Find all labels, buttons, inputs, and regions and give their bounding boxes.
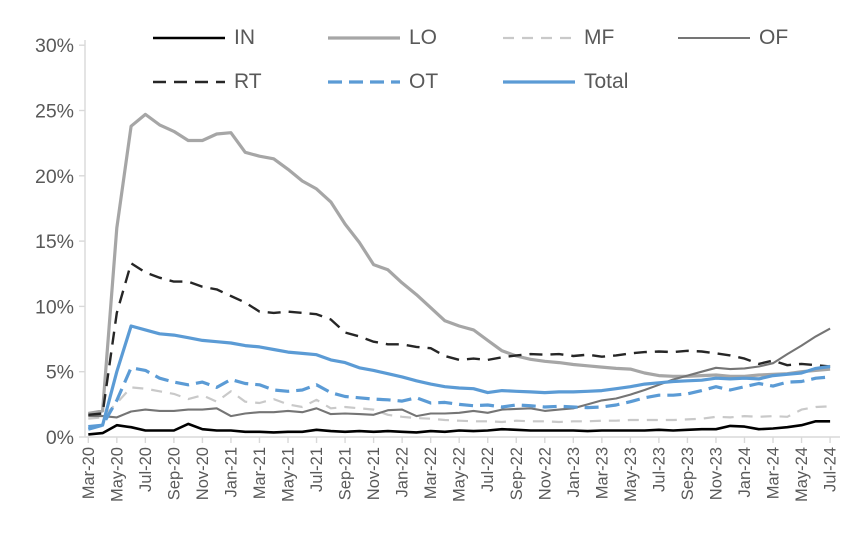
x-axis-tick-label: Jan-21 [222,447,240,497]
x-axis-tick-label: Mar-23 [593,447,611,499]
y-axis-tick-label: 10% [35,296,74,318]
y-axis-tick-label: 30% [35,35,74,57]
x-axis-tick-label: Nov-21 [365,447,383,500]
series-line-mf [88,386,831,424]
x-axis-tick-label: Mar-20 [80,447,98,499]
x-axis-tick-label: May-24 [793,447,811,502]
x-axis-tick-label: Sep-22 [508,447,526,500]
x-axis-tick-label: Jul-20 [137,447,155,492]
x-axis-tick-label: Nov-23 [707,447,725,500]
x-axis-tick-label: Jul-22 [479,447,497,492]
series-line-in [88,419,831,436]
y-axis-tick-label: 0% [46,427,74,449]
x-axis-tick-label: Mar-24 [765,447,783,499]
x-axis-tick-label: May-20 [108,447,126,502]
x-axis-tick-label: Jul-21 [308,447,326,492]
x-axis-tick-label: Jan-22 [394,447,412,497]
x-axis-tick-label: Sep-20 [165,447,183,500]
series-line-total [88,324,831,429]
y-axis-tick-label: 5% [46,362,74,384]
series-line-ot [87,366,831,431]
series-line-of [88,327,831,419]
x-axis-tick-label: Sep-21 [337,447,355,500]
x-axis-tick-label: Jul-24 [822,447,840,492]
x-axis-tick-label: May-21 [280,447,298,502]
x-axis-tick-label: Mar-21 [251,447,269,499]
y-axis-tick-label: 15% [35,231,74,253]
y-axis-tick-label: 25% [35,101,74,123]
x-axis-tick-label: Jul-23 [650,447,668,492]
x-axis-tick-label: Nov-22 [536,447,554,500]
series-line-rt [88,262,831,416]
y-axis-tick-label: 20% [35,166,74,188]
x-axis-tick-label: Sep-23 [679,447,697,500]
x-axis-tick-label: May-22 [451,447,469,502]
x-axis-tick-label: May-23 [622,447,640,502]
x-axis-tick-label: Nov-20 [194,447,212,500]
series-line-lo [88,112,831,416]
x-axis-tick-label: Mar-22 [422,447,440,499]
x-axis-tick-label: Jan-24 [736,447,754,497]
x-axis-tick-label: Jan-23 [565,447,583,497]
